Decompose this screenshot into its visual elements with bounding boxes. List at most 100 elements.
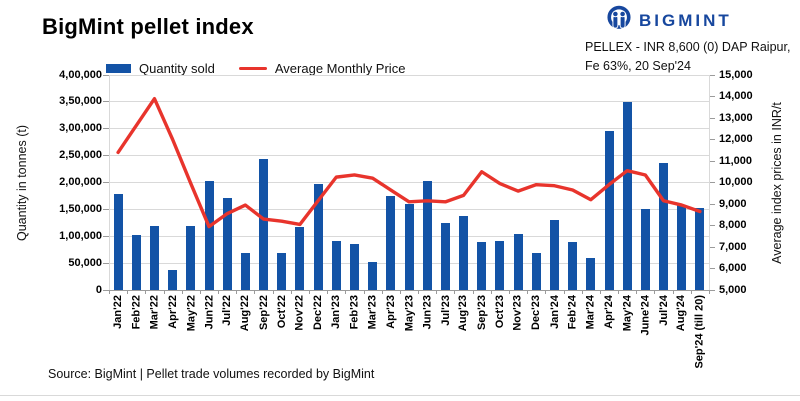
y-axis-label-left: 1,50,000 [59, 202, 102, 215]
x-axis-tick [472, 290, 474, 294]
x-axis-tick [254, 290, 256, 294]
quantity-bar [549, 220, 559, 290]
x-axis-label-text: Jan'23 [330, 295, 343, 329]
quantity-bar [695, 207, 705, 290]
x-axis-tick [327, 290, 329, 294]
page-title: BigMint pellet index [42, 14, 254, 39]
y-axis-label-right: 8,000 [719, 219, 747, 231]
x-axis-label-text: May'23 [403, 295, 415, 332]
x-axis-tick [109, 290, 110, 294]
y-axis-label-left: 2,00,000 [59, 176, 102, 188]
x-axis-label-text: Oct'23 [493, 295, 506, 329]
y-axis-tick-left [103, 74, 109, 76]
y-axis-title-right: Average index prices in INR/t [770, 102, 784, 264]
x-axis-label-text: Aug'22 [239, 295, 252, 332]
gridline [109, 101, 709, 103]
y-axis-tick-right [709, 117, 715, 119]
x-axis-label-text: Aug'24 [675, 295, 688, 332]
quantity-bar [622, 101, 632, 290]
x-axis-tick [199, 290, 201, 294]
x-axis-tick [545, 290, 547, 294]
x-axis-tick [345, 290, 347, 294]
y-axis-tick-right [709, 246, 715, 248]
quantity-bar [349, 243, 359, 290]
x-axis-label-text: Sep'22 [257, 295, 270, 331]
quantity-bar [495, 241, 505, 290]
y-axis-label-right: 6,000 [719, 262, 747, 274]
quantity-bar [186, 226, 196, 290]
legend-line-label: Average Monthly Price [274, 61, 406, 76]
x-axis-tick [236, 290, 238, 294]
quantity-bar [131, 234, 141, 290]
pellex-quote-line2: Fe 63%, 20 Sep'24 [585, 59, 691, 74]
quantity-bar [422, 180, 432, 290]
x-axis-tick [563, 290, 565, 294]
x-axis-label-text: Mar'24 [584, 295, 597, 330]
x-axis-tick [218, 290, 220, 294]
quantity-bar [313, 183, 323, 290]
y-axis-tick-right [709, 160, 715, 162]
quantity-bar [240, 253, 250, 290]
y-axis-tick-left [103, 182, 109, 183]
pellex-quote-line1: PELLEX - INR 8,600 (0) DAP Raipur, [585, 40, 791, 54]
quantity-bar [204, 180, 214, 290]
bigmint-logo-icon [606, 5, 632, 36]
x-axis-label-text: Oct'22 [275, 295, 288, 329]
quantity-bar [222, 198, 232, 290]
x-axis-tick [636, 290, 638, 294]
y-axis-tick-left [103, 128, 109, 130]
y-axis-tick-right [709, 225, 715, 226]
y-axis-label-right: 10,000 [719, 176, 753, 188]
quantity-bar [295, 227, 305, 290]
brand: BIGMINT [606, 5, 732, 36]
x-axis-tick [527, 290, 529, 294]
x-axis-tick [581, 290, 583, 294]
x-axis-label-text: June'24 [639, 295, 652, 336]
x-axis-tick [618, 290, 620, 294]
x-axis-tick [599, 290, 601, 294]
x-axis-label-text: Apr'24 [603, 295, 615, 329]
x-axis-label-text: Jul'22 [221, 295, 234, 326]
x-axis-label-text: Mar'23 [366, 295, 379, 330]
quantity-bar [277, 253, 287, 290]
x-axis-tick [181, 290, 183, 294]
y-axis-tick-left [103, 262, 109, 264]
y-axis-label-left: 2,50,000 [59, 149, 102, 162]
y-axis-label-left: 3,00,000 [59, 122, 102, 135]
source-note: Source: BigMint | Pellet trade volumes r… [48, 367, 375, 381]
x-axis-tick [381, 290, 383, 294]
quantity-bar [513, 234, 523, 290]
y-axis-label-left: 3,50,000 [59, 95, 102, 108]
x-axis-tick [272, 290, 274, 294]
x-axis-tick [163, 290, 165, 294]
x-axis-label-text: Dec'23 [530, 295, 543, 331]
quantity-bar [477, 241, 487, 290]
quantity-bar [368, 262, 378, 290]
y-axis-tick-left [103, 208, 109, 210]
quantity-bar [386, 196, 396, 290]
y-axis-tick-right [709, 203, 715, 205]
gridline [109, 289, 709, 291]
quantity-bar [586, 257, 596, 290]
legend-bar-label: Quantity sold [139, 61, 215, 76]
x-axis-tick [654, 290, 656, 294]
brand-name: BIGMINT [639, 10, 732, 30]
quantity-bar [568, 241, 578, 290]
x-axis-label-text: Jul'23 [439, 295, 452, 326]
x-axis-tick [418, 290, 420, 294]
x-axis-label-text: Jan'22 [112, 295, 125, 329]
y-axis-tick-right [709, 182, 715, 183]
x-axis-label-text: Aug'23 [457, 295, 470, 332]
gridline [109, 128, 709, 130]
y-axis-tick-right [709, 74, 715, 76]
plot-border-left [109, 75, 110, 290]
quantity-bar [659, 163, 669, 290]
x-axis-tick [690, 290, 692, 294]
y-axis-tick-right [709, 139, 715, 140]
x-axis-label-text: Apr'23 [384, 295, 397, 329]
x-axis-label-text: Sep'23 [475, 295, 488, 331]
y-axis-label-left: 1,00,000 [59, 229, 102, 242]
x-axis-label-text: Feb'23 [348, 295, 361, 330]
x-axis-label-text: Sep'24 (till 20) [693, 295, 706, 369]
page-divider [0, 395, 800, 396]
